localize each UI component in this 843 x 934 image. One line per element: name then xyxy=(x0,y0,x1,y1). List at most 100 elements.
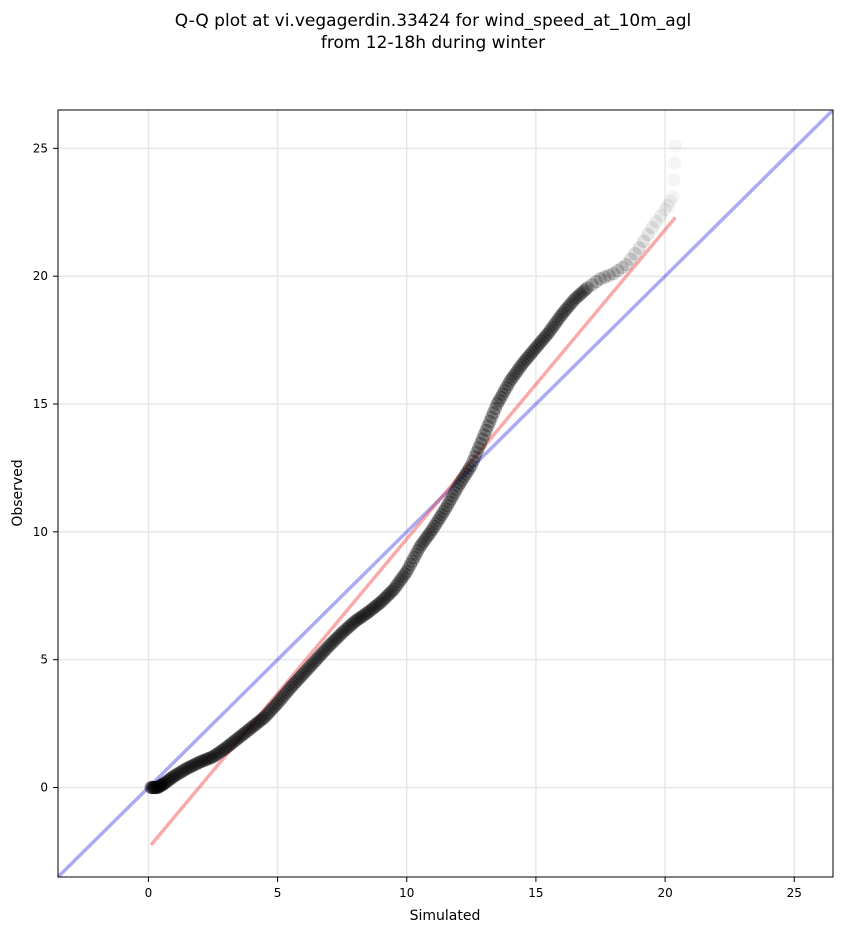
y-axis-label: Observed xyxy=(10,459,26,526)
quantile-point xyxy=(379,589,394,604)
quantile-point xyxy=(182,760,196,775)
quantile-point xyxy=(213,744,228,759)
quantile-point xyxy=(322,638,336,653)
quantile-point xyxy=(442,495,456,510)
quantile-point xyxy=(185,758,200,773)
quantile-point xyxy=(195,754,209,768)
quantile-point xyxy=(575,285,589,300)
quantile-point xyxy=(416,535,431,549)
chart-title-line-1: Q-Q plot at vi.vegagerdin.33424 for wind… xyxy=(175,11,691,31)
quantile-point xyxy=(245,720,259,735)
quantile-point xyxy=(328,633,342,647)
quantile-point xyxy=(276,689,290,704)
quantile-point xyxy=(302,660,316,675)
quantile-point xyxy=(189,757,204,771)
quantile-point xyxy=(628,246,642,261)
quantile-point xyxy=(542,325,556,340)
quantile-point xyxy=(285,679,300,693)
quantile-point xyxy=(519,351,534,366)
quantile-point xyxy=(470,445,484,459)
y-tick-label: 0 xyxy=(40,781,48,795)
quantile-point xyxy=(619,257,634,272)
quantile-point xyxy=(401,561,416,575)
quantile-point xyxy=(460,464,475,478)
quantile-point xyxy=(431,513,445,528)
quantile-point xyxy=(147,780,161,795)
quantile-point xyxy=(263,704,277,718)
quantile-point xyxy=(602,268,616,283)
quantile-point xyxy=(268,698,283,712)
quantile-point xyxy=(161,773,176,788)
quantile-point xyxy=(499,380,514,395)
quantile-point xyxy=(209,747,224,762)
quantile-point xyxy=(663,194,677,208)
plot-area xyxy=(58,110,833,877)
y-tick-label: 5 xyxy=(40,653,48,667)
quantile-point xyxy=(215,743,229,758)
quantile-point xyxy=(331,629,346,644)
quantile-point xyxy=(320,640,335,655)
quantile-point xyxy=(661,198,675,212)
chart-title: Q-Q plot at vi.vegagerdin.33424 for wind… xyxy=(175,11,691,53)
quantile-point xyxy=(206,750,220,764)
quantile-point xyxy=(274,692,289,706)
quantile-point xyxy=(440,498,455,513)
quantile-point xyxy=(265,702,279,716)
quantile-point xyxy=(425,522,440,537)
quantile-point xyxy=(438,502,453,516)
quantile-point xyxy=(197,753,211,768)
quantile-point xyxy=(396,569,410,584)
quantile-point xyxy=(300,662,314,677)
quantile-point xyxy=(166,770,180,784)
quantile-point xyxy=(606,266,621,281)
quantile-point xyxy=(292,671,307,685)
quantile-point xyxy=(420,530,434,544)
quantile-point xyxy=(316,644,331,659)
quantile-point xyxy=(232,730,246,745)
quantile-point xyxy=(224,736,239,751)
quantile-point xyxy=(536,332,551,346)
quantile-point xyxy=(464,458,479,473)
quantile-point xyxy=(157,776,171,791)
quantile-point xyxy=(580,280,595,295)
quantile-point xyxy=(578,282,593,297)
quantile-point xyxy=(641,227,655,242)
quantile-point xyxy=(280,685,294,699)
quantile-point xyxy=(508,366,523,381)
quantile-point xyxy=(479,423,493,438)
quantile-point xyxy=(501,377,515,392)
quantile-point xyxy=(180,761,194,776)
quantile-point xyxy=(146,780,160,795)
quantile-point xyxy=(392,574,407,589)
quantile-point xyxy=(257,710,272,724)
x-tick-label: 0 xyxy=(145,886,153,900)
quantile-point xyxy=(658,203,672,217)
quantile-point xyxy=(654,209,668,223)
quantile-point xyxy=(390,577,405,592)
quantile-point xyxy=(429,516,444,531)
quantile-point xyxy=(623,252,638,266)
quantile-point xyxy=(400,564,414,579)
quantile-point xyxy=(237,726,252,741)
quantile-point xyxy=(167,769,181,783)
quantile-point xyxy=(267,700,281,714)
quantile-point xyxy=(490,397,504,411)
quantile-point xyxy=(348,614,362,629)
quantile-point xyxy=(562,299,576,313)
quantile-point xyxy=(473,436,488,451)
quantile-point xyxy=(411,543,425,558)
quantile-point xyxy=(388,580,403,594)
quantile-point xyxy=(510,364,525,378)
quantile-point xyxy=(318,642,333,657)
quantile-point xyxy=(532,336,547,351)
quantile-point xyxy=(543,323,558,337)
quantile-point xyxy=(518,354,532,368)
quantile-point xyxy=(488,401,503,416)
quantile-point xyxy=(447,485,462,500)
quantile-point xyxy=(494,390,508,405)
quantile-point xyxy=(243,722,257,736)
quantile-point xyxy=(270,696,285,710)
quantile-point xyxy=(492,393,506,408)
quantile-point xyxy=(540,327,554,342)
